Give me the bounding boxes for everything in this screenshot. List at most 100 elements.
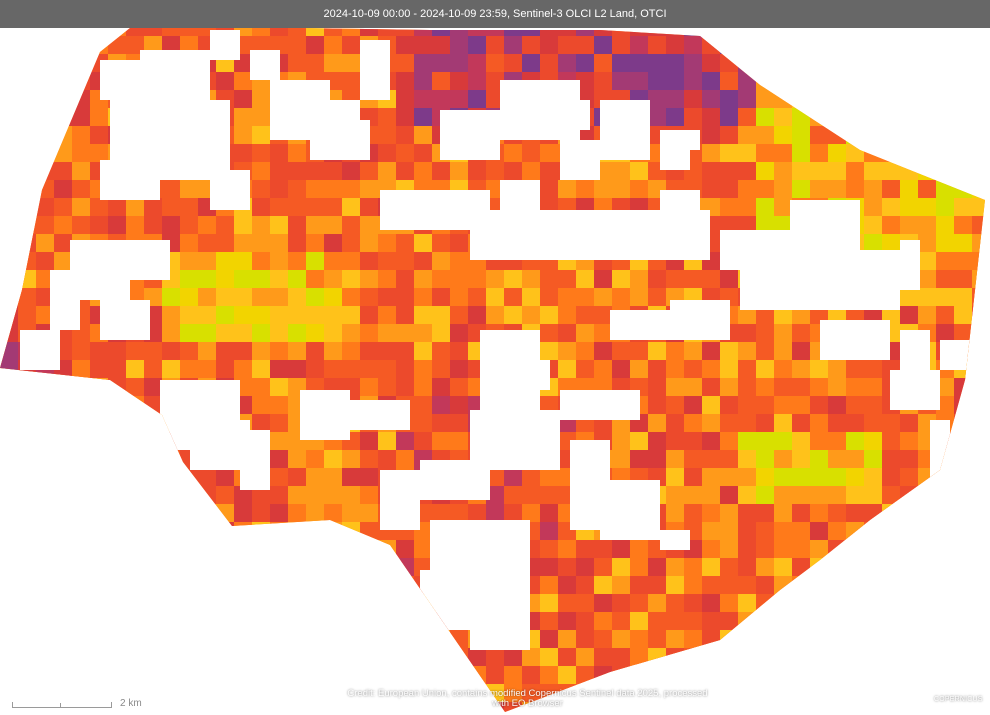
- otci-pixel: [918, 270, 936, 288]
- otci-pixel: [396, 288, 414, 306]
- otci-pixel: [252, 90, 270, 108]
- otci-pixel: [576, 180, 594, 198]
- otci-pixel: [684, 666, 702, 684]
- otci-pixel: [378, 612, 396, 630]
- otci-pixel: [774, 108, 792, 126]
- otci-pixel: [666, 36, 684, 54]
- otci-pixel: [54, 198, 72, 216]
- otci-pixel: [450, 28, 468, 36]
- otci-pixel: [162, 342, 180, 360]
- otci-pixel: [324, 450, 342, 468]
- otci-pixel: [792, 576, 810, 594]
- otci-pixel: [432, 432, 450, 450]
- otci-pixel: [918, 72, 936, 90]
- otci-pixel: [432, 54, 450, 72]
- otci-pixel: [180, 360, 198, 378]
- otci-pixel: [234, 630, 252, 648]
- otci-pixel: [126, 216, 144, 234]
- otci-pixel: [774, 612, 792, 630]
- otci-pixel: [774, 90, 792, 108]
- otci-pixel: [252, 216, 270, 234]
- otci-pixel: [288, 36, 306, 54]
- otci-pixel: [0, 234, 18, 252]
- otci-pixel: [702, 432, 720, 450]
- otci-pixel: [540, 288, 558, 306]
- otci-pixel: [450, 504, 468, 522]
- otci-pixel: [576, 36, 594, 54]
- otci-pixel: [936, 180, 954, 198]
- copernicus-logo[interactable]: COPERNICUS: [918, 690, 982, 712]
- otci-pixel: [180, 234, 198, 252]
- otci-pixel: [396, 432, 414, 450]
- otci-pixel: [270, 36, 288, 54]
- otci-pixel: [144, 216, 162, 234]
- otci-pixel: [18, 378, 36, 396]
- otci-pixel: [306, 216, 324, 234]
- otci-pixel: [180, 342, 198, 360]
- otci-pixel: [630, 666, 648, 684]
- otci-pixel: [918, 108, 936, 126]
- otci-pixel: [774, 540, 792, 558]
- otci-pixel: [936, 630, 954, 648]
- otci-pixel: [846, 54, 864, 72]
- otci-pixel: [972, 450, 985, 468]
- otci-pixel: [270, 630, 288, 648]
- otci-pixel: [162, 558, 180, 576]
- otci-pixel: [720, 108, 738, 126]
- copernicus-logo-icon: [918, 693, 934, 709]
- otci-pixel: [396, 540, 414, 558]
- otci-pixel: [0, 450, 18, 468]
- otci-pixel: [288, 216, 306, 234]
- otci-pixel: [882, 144, 900, 162]
- otci-pixel: [90, 486, 108, 504]
- otci-pixel: [180, 558, 198, 576]
- otci-pixel: [882, 72, 900, 90]
- otci-pixel: [126, 198, 144, 216]
- otci-pixel: [54, 72, 72, 90]
- otci-pixel: [900, 72, 918, 90]
- otci-pixel: [180, 612, 198, 630]
- otci-pixel: [360, 234, 378, 252]
- otci-pixel: [666, 468, 684, 486]
- otci-pixel: [288, 450, 306, 468]
- otci-pixel: [702, 162, 720, 180]
- otci-pixel: [396, 162, 414, 180]
- no-data-area: [660, 530, 690, 550]
- otci-pixel: [828, 594, 846, 612]
- otci-pixel: [972, 198, 985, 216]
- otci-pixel: [144, 378, 162, 396]
- otci-pixel: [630, 342, 648, 360]
- otci-pixel: [54, 36, 72, 54]
- otci-pixel: [522, 288, 540, 306]
- otci-pixel: [864, 360, 882, 378]
- otci-pixel: [828, 144, 846, 162]
- otci-pixel: [900, 612, 918, 630]
- otci-pixel: [396, 594, 414, 612]
- otci-pixel: [396, 72, 414, 90]
- otci-pixel: [486, 28, 504, 36]
- otci-pixel: [972, 666, 985, 684]
- otci-pixel: [108, 522, 126, 540]
- otci-pixel: [216, 522, 234, 540]
- otci-pixel: [846, 126, 864, 144]
- otci-pixel: [360, 432, 378, 450]
- otci-pixel: [414, 342, 432, 360]
- otci-pixel: [342, 486, 360, 504]
- otci-pixel: [18, 432, 36, 450]
- otci-pixel: [0, 108, 18, 126]
- otci-pixel: [684, 576, 702, 594]
- otci-pixel: [486, 648, 504, 666]
- otci-pixel: [972, 288, 985, 306]
- otci-pixel: [774, 450, 792, 468]
- otci-pixel: [972, 378, 985, 396]
- otci-pixel: [18, 468, 36, 486]
- otci-pixel: [180, 576, 198, 594]
- otci-pixel: [432, 162, 450, 180]
- otci-pixel: [810, 306, 828, 324]
- otci-pixel: [756, 630, 774, 648]
- otci-pixel: [792, 108, 810, 126]
- otci-pixel: [36, 144, 54, 162]
- otci-pixel: [540, 648, 558, 666]
- otci-pixel: [792, 612, 810, 630]
